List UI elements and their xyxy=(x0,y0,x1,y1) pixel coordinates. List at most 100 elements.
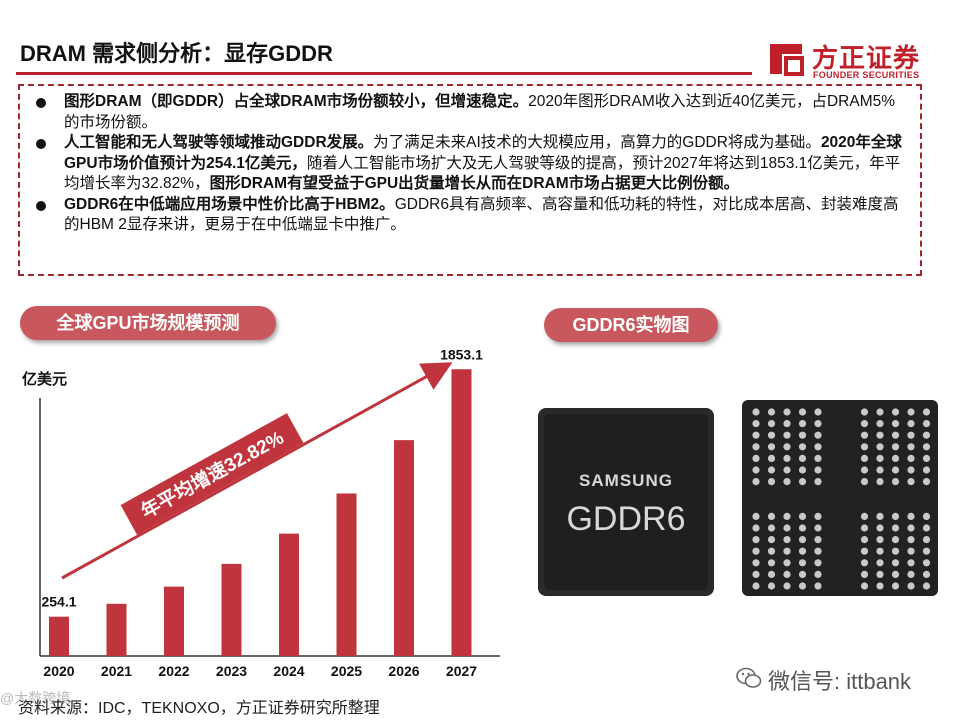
solder-ball xyxy=(752,582,760,590)
solder-ball xyxy=(798,547,807,555)
x-tick-label: 2022 xyxy=(158,663,189,679)
solder-ball xyxy=(876,536,884,544)
solder-ball xyxy=(783,512,791,520)
solder-ball xyxy=(922,559,931,567)
y-axis-label: 亿美元 xyxy=(22,370,67,388)
solder-ball xyxy=(798,512,807,520)
solder-ball xyxy=(752,454,760,462)
solder-ball xyxy=(891,408,900,416)
solder-ball xyxy=(767,512,776,520)
solder-ball xyxy=(876,570,884,578)
source-note: 资料来源：IDC，TEKNOXO，方正证券研究所整理 xyxy=(18,700,380,717)
logo-chinese-text: 方正证券 xyxy=(812,43,921,73)
wechat-icon xyxy=(736,667,762,688)
solder-ball xyxy=(767,420,776,428)
solder-ball xyxy=(798,536,807,544)
bullet-3: GDDR6在中低端应用场景中性价比高于HBM2。GDDR6具有高频率、高容量和低… xyxy=(30,195,908,236)
solder-ball xyxy=(876,443,884,451)
bullet-1-text: 2020年图形DRAM收入达到近40亿美元，占DRAM5%的市场份额。 xyxy=(64,93,896,131)
solder-ball xyxy=(783,431,791,439)
solder-ball xyxy=(783,536,791,544)
x-tick-label: 2027 xyxy=(446,663,477,679)
solder-ball xyxy=(767,443,776,451)
solder-ball xyxy=(814,431,822,439)
solder-ball xyxy=(860,524,869,532)
solder-ball xyxy=(798,559,807,567)
solder-ball xyxy=(922,466,931,474)
chip-brand-label: SAMSUNG xyxy=(579,471,673,490)
solder-ball xyxy=(907,547,915,555)
solder-ball xyxy=(798,420,807,428)
solder-ball xyxy=(922,536,931,544)
solder-ball xyxy=(876,466,884,474)
solder-ball xyxy=(752,570,760,578)
solder-ball xyxy=(783,559,791,567)
solder-ball xyxy=(814,466,822,474)
solder-ball xyxy=(798,570,807,578)
bullet-2-bold: 人工智能和无人驾驶等领域推动GDDR发展。 xyxy=(64,134,374,151)
bar-2022 xyxy=(164,586,184,656)
solder-ball xyxy=(767,431,776,439)
solder-ball xyxy=(783,547,791,555)
solder-ball xyxy=(922,524,931,532)
solder-ball xyxy=(922,408,931,416)
solder-ball xyxy=(752,443,760,451)
x-tick-label: 2026 xyxy=(388,663,419,679)
bullet-dot xyxy=(36,200,46,211)
solder-ball xyxy=(922,582,931,590)
bullet-2: 人工智能和无人驾驶等领域推动GDDR发展。为了满足未来AI技术的大规模应用，高算… xyxy=(30,133,908,195)
solder-ball xyxy=(907,536,915,544)
solder-ball xyxy=(767,547,776,555)
gddr6-photo-title: GDDR6实物图 xyxy=(544,308,718,342)
solder-ball xyxy=(907,408,915,416)
solder-ball xyxy=(783,478,791,486)
solder-ball xyxy=(783,524,791,532)
bullet-2-text: 为了满足未来AI技术的大规模应用，高算力的GDDR将成为基础。 xyxy=(373,134,821,151)
bullet-1-bold: 图形DRAM（即GDDR）占全球DRAM市场份额较小，但增速稳定。 xyxy=(64,93,529,110)
solder-ball xyxy=(922,478,931,486)
solder-ball xyxy=(798,454,807,462)
solder-ball xyxy=(814,570,822,578)
solder-ball xyxy=(876,559,884,567)
solder-ball xyxy=(907,466,915,474)
solder-ball xyxy=(814,443,822,451)
solder-ball xyxy=(752,420,760,428)
solder-ball xyxy=(891,547,900,555)
solder-ball xyxy=(860,512,869,520)
solder-ball xyxy=(860,547,869,555)
solder-ball xyxy=(922,443,931,451)
solder-ball xyxy=(876,524,884,532)
solder-ball xyxy=(891,466,900,474)
bullet-3-text: GDDR6具有高频率、高容量和低功耗的特性，对比成本居高、封装难度高的HBM 2… xyxy=(64,195,899,234)
solder-ball xyxy=(891,570,900,578)
bar-2027 xyxy=(451,369,472,656)
solder-ball xyxy=(891,512,900,520)
wechat-watermark: 微信号: ittbank xyxy=(736,664,946,694)
solder-ball xyxy=(814,547,822,555)
solder-ball xyxy=(783,454,791,462)
solder-ball xyxy=(798,524,807,532)
solder-ball xyxy=(907,443,915,451)
solder-ball xyxy=(767,536,776,544)
solder-ball xyxy=(907,512,915,520)
bullet-2-bold-3: 图形DRAM有望受益于GPU出货量增长从而在DRAM市场占据更大比例份额。 xyxy=(209,175,740,192)
solder-ball xyxy=(876,512,884,520)
gpu-market-chart: 亿美元 2020 254.1 2021 2022 2023 2024 2025 2026 202… xyxy=(22,346,500,679)
solder-ball xyxy=(814,536,822,544)
growth-annotation: 年平均增速32.82% xyxy=(120,413,304,535)
bullet-2-bold-2: 2020年全球GPU市场价值预计为254.1亿美元， xyxy=(64,134,902,172)
solder-ball xyxy=(907,420,915,428)
x-tick-label: 2024 xyxy=(273,663,304,679)
bullet-3-bold: GDDR6在中低端应用场景中性价比高于HBM2。 xyxy=(64,195,395,213)
solder-ball xyxy=(767,454,776,462)
solder-ball xyxy=(752,466,760,474)
watermark-text: @大数跨境 xyxy=(0,690,71,706)
solder-ball xyxy=(876,431,884,439)
solder-ball xyxy=(922,547,931,555)
solder-ball xyxy=(891,431,900,439)
solder-ball xyxy=(767,559,776,567)
x-tick-label: 2020 xyxy=(43,663,74,679)
solder-ball xyxy=(922,570,931,578)
solder-ball xyxy=(860,443,869,451)
growth-annotation-band xyxy=(120,413,304,535)
